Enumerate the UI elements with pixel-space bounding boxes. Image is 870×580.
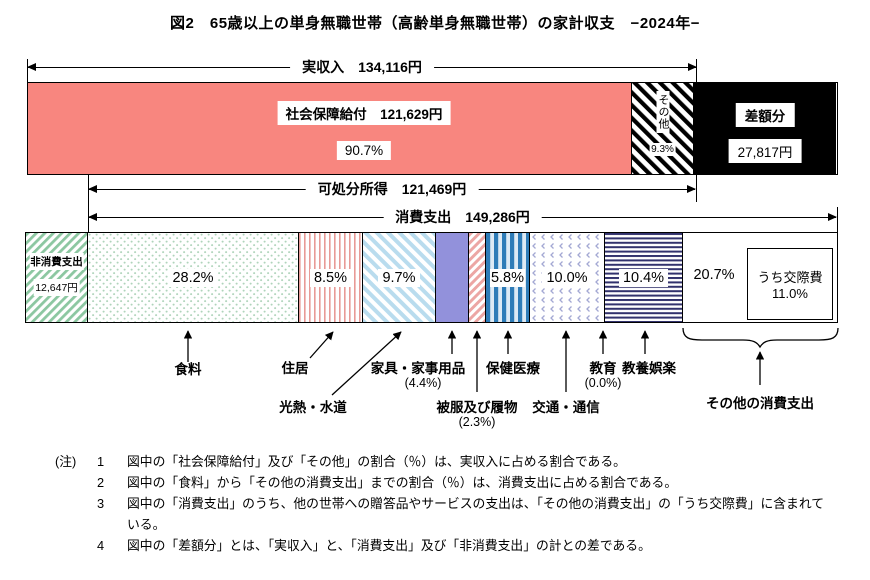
income-arrow: 実収入 134,116円 — [27, 57, 697, 77]
tick-left — [27, 59, 28, 82]
utilities-arrow — [331, 331, 402, 396]
utilities-pct: 9.7% — [378, 268, 420, 287]
tick-disposable-right — [695, 175, 697, 202]
tick-disposable-left — [88, 175, 89, 232]
other-consumption-brace — [682, 327, 839, 349]
expenditure-bar: 非消費支出 12,647円 28.2% 8.5% 9.7% 5.8% 10.0% — [25, 232, 838, 323]
segment-social-security: 社会保障給付 121,629円 90.7% — [28, 83, 632, 174]
arrowhead-right-icon — [687, 184, 696, 193]
label-utilities: 光熱・水道 — [279, 400, 347, 415]
consumption-arrow: 消費支出 149,286円 — [88, 207, 837, 227]
note-text: 図中の「食料」から「その他の消費支出」までの割合（％）は、消費支出に占める割合で… — [127, 475, 678, 490]
arrowhead-left-icon — [88, 212, 97, 221]
balance-label: 差額分 — [735, 103, 795, 127]
segment-furniture — [436, 233, 469, 322]
note-number: 2 — [97, 475, 105, 490]
segment-food: 28.2% — [88, 233, 299, 322]
label-other-consumption: その他の消費支出 — [706, 396, 814, 411]
note-number: 4 — [97, 538, 105, 553]
figure-title: 図2 65歳以上の単身無職世帯（高齢単身無職世帯）の家計収支 −2024年− — [170, 15, 700, 32]
segment-clothing — [469, 233, 486, 322]
note-item: 2 図中の「食料」から「その他の消費支出」までの割合（％）は、消費支出に占める割… — [97, 472, 832, 493]
housing-arrow — [309, 331, 334, 359]
segment-non-consumption: 非消費支出 12,647円 — [26, 233, 88, 322]
housing-pct: 8.5% — [309, 268, 352, 287]
food-pct: 28.2% — [168, 268, 218, 287]
disposable-arrow-label: 可処分所得 121,469円 — [305, 179, 479, 199]
label-clothing: 被服及び履物 — [436, 400, 518, 415]
social-security-label: 社会保障給付 121,629円 — [277, 101, 451, 125]
label-education-pct: (0.0%) — [584, 376, 622, 390]
label-clothing-pct: (2.3%) — [458, 415, 496, 429]
note-text: 図中の「消費支出」のうち、他の世帯への贈答品やサービスの支出は、「その他の消費支… — [127, 496, 825, 532]
label-food: 食料 — [174, 362, 202, 377]
notes: (注) 1 図中の「社会保障給付」及び「その他」の割合（％）は、実収入に占める割… — [55, 451, 832, 556]
social-expenses-pct: 11.0% — [772, 286, 808, 301]
income-bar: 社会保障給付 121,629円 90.7% その他 9.3% 差額分 27,81… — [27, 82, 838, 175]
social-expenses-label: うち交際費 — [757, 270, 823, 285]
note-item: 3 図中の「消費支出」のうち、他の世帯への贈答品やサービスの支出は、「その他の消… — [97, 493, 832, 535]
pink-diag-pattern — [469, 233, 485, 322]
health-pct: 5.8% — [489, 268, 526, 287]
arrowhead-left-icon — [27, 62, 36, 71]
note-text: 図中の「差額分」とは、「実収入」と、「消費支出」及び「非消費支出」の計との差であ… — [127, 538, 651, 553]
green-hatch-pattern — [26, 233, 87, 322]
tick-consumption-right — [836, 207, 838, 232]
notes-heading: (注) — [55, 454, 77, 469]
tick-income-right — [695, 59, 697, 82]
segment-utilities: 9.7% — [363, 233, 436, 322]
non-consumption-value: 12,647円 — [33, 279, 80, 296]
notes-list: 1 図中の「社会保障給付」及び「その他」の割合（％）は、実収入に占める割合である… — [97, 451, 832, 556]
segment-recreation: 10.4% — [605, 233, 683, 322]
recreation-pct: 10.4% — [618, 268, 669, 287]
note-item: 1 図中の「社会保障給付」及び「その他」の割合（％）は、実収入に占める割合である… — [97, 451, 832, 472]
segment-health: 5.8% — [486, 233, 530, 322]
other-consumption-pct: 20.7% — [693, 267, 735, 283]
arrowhead-left-icon — [88, 184, 97, 193]
disposable-arrow: 可処分所得 121,469円 — [88, 179, 696, 199]
transport-pct: 10.0% — [542, 268, 592, 287]
label-health: 保健医療 — [486, 361, 540, 376]
segment-balance: 差額分 27,817円 — [694, 83, 836, 174]
segment-transport: 10.0% — [530, 233, 605, 322]
consumption-arrow-label: 消費支出 149,286円 — [383, 207, 542, 227]
segment-income-other: その他 9.3% — [632, 83, 694, 174]
note-text: 図中の「社会保障給付」及び「その他」の割合（％）は、実収入に占める割合である。 — [127, 454, 626, 469]
label-housing: 住居 — [281, 361, 309, 376]
income-other-label: その他 — [656, 91, 669, 133]
label-recreation: 教養娯楽 — [622, 361, 676, 376]
segment-housing: 8.5% — [299, 233, 363, 322]
label-education: 教育 — [589, 361, 617, 376]
note-number: 3 — [97, 496, 105, 511]
note-item: 4 図中の「差額分」とは、「実収入」と、「消費支出」及び「非消費支出」の計との差… — [97, 535, 832, 556]
category-arrows — [183, 327, 839, 396]
arrowhead-right-icon — [688, 62, 697, 71]
label-transport: 交通・通信 — [532, 400, 600, 415]
note-number: 1 — [97, 454, 105, 469]
non-consumption-label: 非消費支出 — [29, 253, 84, 270]
social-expenses-box: うち交際費 11.0% — [747, 248, 833, 320]
balance-value: 27,817円 — [728, 139, 802, 163]
label-furniture: 家具・家事用品 — [370, 361, 466, 376]
arrowhead-right-icon — [828, 212, 837, 221]
social-security-pct: 90.7% — [336, 141, 392, 160]
label-furniture-pct: (4.4%) — [404, 376, 442, 390]
segment-other-consumption: 20.7% うち交際費 11.0% — [683, 233, 836, 322]
income-other-pct: 9.3% — [649, 143, 676, 156]
income-arrow-label: 実収入 134,116円 — [290, 57, 434, 77]
